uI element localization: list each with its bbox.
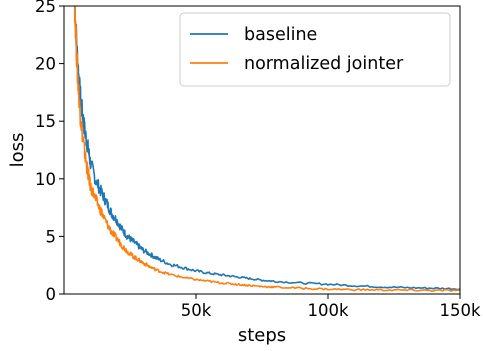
legend-label: baseline — [244, 25, 317, 45]
y-axis: 0 5 10 15 20 25 — [35, 0, 64, 304]
y-tick-label: 25 — [35, 0, 56, 16]
plot-frame — [63, 5, 461, 295]
y-tick-label: 15 — [35, 112, 56, 131]
x-tick-label: 150k — [439, 301, 480, 320]
y-axis-label: loss — [7, 133, 28, 168]
plot-lines — [73, 6, 460, 293]
x-tick-label: 100k — [307, 301, 348, 320]
x-axis-label: steps — [238, 325, 286, 346]
x-tick-label: 50k — [181, 301, 212, 320]
y-tick-label: 10 — [35, 170, 56, 189]
y-tick-label: 20 — [35, 55, 56, 74]
series-line-baseline — [74, 6, 460, 291]
legend: baseline normalized jointer — [179, 12, 451, 87]
series-line-normalized-jointer — [73, 6, 460, 293]
legend-label: normalized jointer — [244, 54, 404, 74]
y-tick-label: 0 — [46, 285, 57, 304]
x-axis: 50k 100k 150k — [181, 294, 481, 320]
y-tick-label: 5 — [46, 227, 57, 246]
legend-box — [179, 12, 451, 87]
